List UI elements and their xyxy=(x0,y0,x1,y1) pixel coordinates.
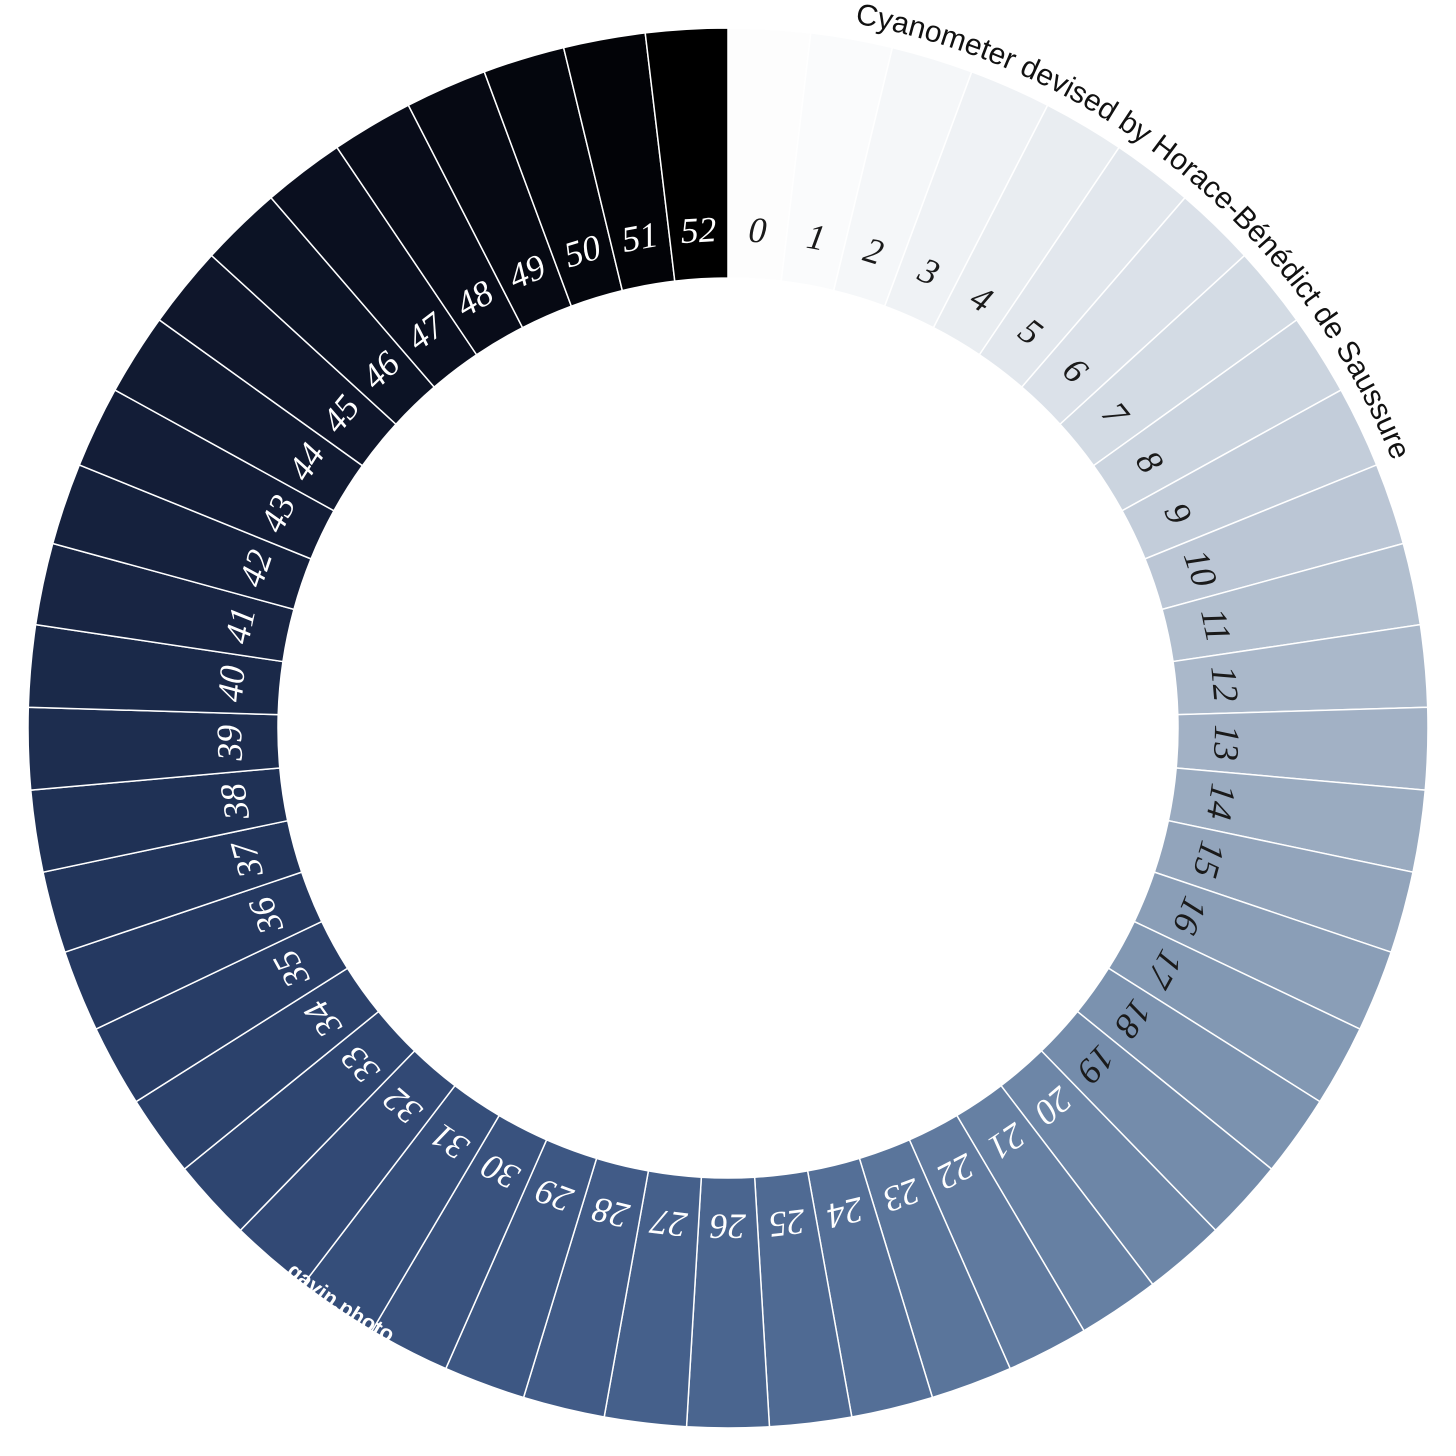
segment-label-52: 52 xyxy=(679,209,717,251)
segment-label-25: 25 xyxy=(767,1201,807,1245)
segment-label-12: 12 xyxy=(1203,664,1246,703)
segment-label-0: 0 xyxy=(747,210,767,251)
segment-label-40: 40 xyxy=(210,664,253,703)
segment-label-39: 39 xyxy=(209,724,250,762)
segment-label-27: 27 xyxy=(647,1201,689,1245)
segment-label-51: 51 xyxy=(619,214,662,260)
segment-label-38: 38 xyxy=(212,781,257,824)
cyanometer-chart: 0123456789101112131415161718192021222324… xyxy=(0,0,1456,1456)
segment-label-13: 13 xyxy=(1206,724,1247,761)
segment-label-26: 26 xyxy=(710,1207,746,1247)
segment-label-14: 14 xyxy=(1199,781,1244,823)
